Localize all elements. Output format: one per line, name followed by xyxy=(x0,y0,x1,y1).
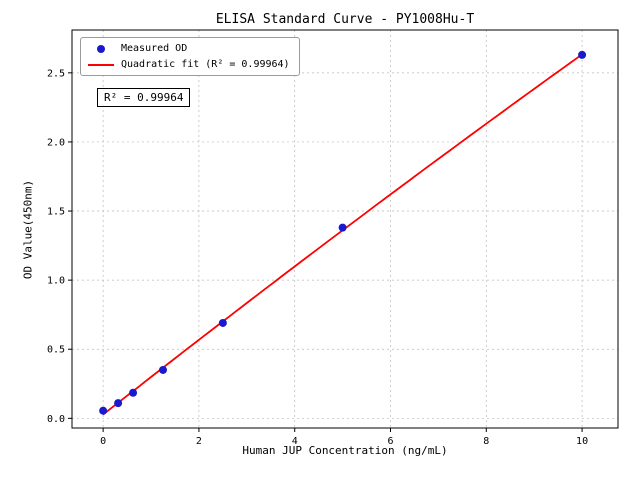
data-point xyxy=(129,388,138,397)
r-squared-annotation: R² = 0.99964 xyxy=(97,88,191,107)
y-tick-label: 1.5 xyxy=(47,207,65,218)
legend-entry-quadratic-fit: Quadratic fit (R² = 0.99964) xyxy=(88,59,290,70)
x-axis-label: Human JUP Concentration (ng/mL) xyxy=(242,444,448,457)
x-tick-label: 6 xyxy=(387,436,393,447)
y-tick-label: 0.0 xyxy=(47,414,65,425)
data-point xyxy=(338,223,347,232)
x-tick-label: 2 xyxy=(196,436,202,447)
y-tick-label: 0.5 xyxy=(47,345,65,356)
line-marker-icon xyxy=(88,63,114,66)
legend: Measured OD Quadratic fit (R² = 0.99964) xyxy=(80,37,300,76)
legend-entry-measured-od: Measured OD xyxy=(88,43,290,54)
axes-frame xyxy=(71,29,619,429)
data-point xyxy=(159,365,167,374)
y-tick-label: 2.0 xyxy=(47,137,65,148)
legend-label: Measured OD xyxy=(121,43,188,54)
dot-marker-icon xyxy=(88,44,114,53)
data-point xyxy=(218,318,227,327)
data-point xyxy=(99,406,108,415)
x-tick-label: 0 xyxy=(100,436,106,447)
y-axis-label: OD Value(450nm) xyxy=(21,179,35,280)
y-tick-label: 1.0 xyxy=(47,276,65,287)
data-point xyxy=(578,50,587,59)
y-tick-label: 2.5 xyxy=(47,68,65,79)
data-point xyxy=(114,399,123,408)
fit-line xyxy=(102,53,583,416)
x-tick-label: 10 xyxy=(576,436,588,447)
chart-title: ELISA Standard Curve - PY1008Hu-T xyxy=(215,12,475,27)
x-tick-label: 4 xyxy=(292,436,298,447)
x-tick-label: 8 xyxy=(483,436,489,447)
legend-label: Quadratic fit (R² = 0.99964) xyxy=(121,59,290,70)
